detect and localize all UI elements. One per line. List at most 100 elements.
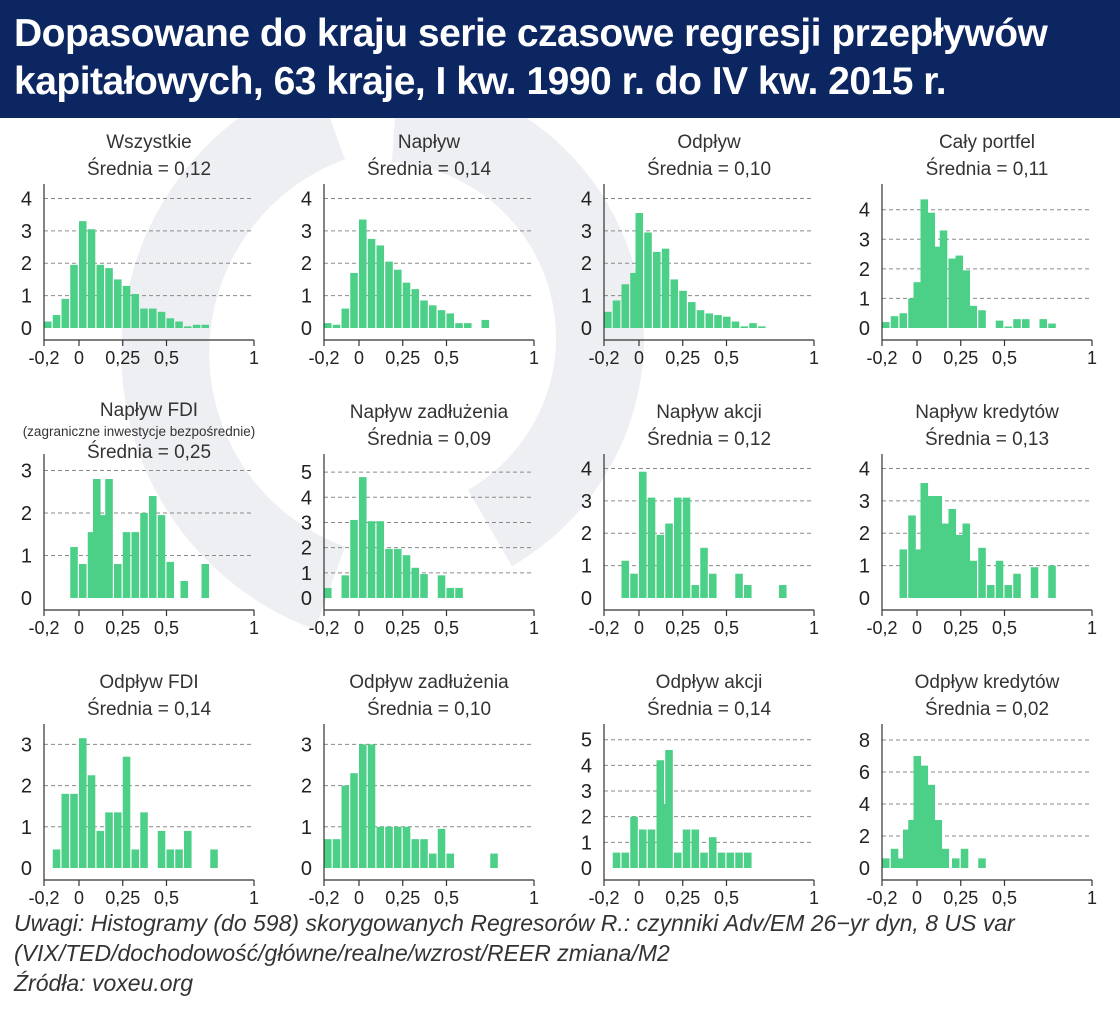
header-banner: Dopasowane do kraju serie czasowe regres… [0,0,1120,118]
histogram-bar [987,585,995,598]
x-tick-label: 0,5 [434,888,459,908]
x-tick-label: 0,5 [154,618,179,638]
y-tick-label: 4 [301,188,312,210]
histogram-bar [903,829,911,868]
histogram-bar [376,826,385,868]
y-tick-label: 3 [859,491,870,513]
notes-line-2: (VIX/TED/dochodowość/główne/realne/wzros… [14,940,670,966]
histogram-bar [201,564,210,598]
histogram-bar [1022,319,1030,328]
x-tick-label: 1 [529,618,539,638]
x-tick-label: 0 [74,888,84,908]
histogram-bar [723,316,731,328]
histogram-bar [324,839,332,868]
histogram-bar [180,581,189,598]
x-tick-label: -0,2 [588,618,619,638]
x-tick-label: -0,2 [866,618,897,638]
histogram-bar [1013,319,1021,328]
histogram-bar [709,837,717,868]
x-tick-label: 0,5 [992,618,1017,638]
x-tick-label: 1 [809,348,819,368]
histogram-bar [114,564,122,598]
histogram-bar [420,839,428,868]
histogram-bar [639,829,647,868]
notes-line-1: Uwagi: Histogramy (do 598) skorygowanych… [14,910,1015,936]
y-tick-label: 4 [859,200,870,222]
chart-title: Napływ [398,132,461,153]
histogram-bar [420,300,428,328]
histogram-panel: Odpływ kredytów Średnia = 0,02 0 2 4 6 8 -0,2 0 0… [859,672,1097,908]
histogram-bar [87,229,96,328]
y-tick-label: 2 [859,259,870,281]
histogram-bar [682,497,691,598]
x-tick-label: -0,2 [308,618,339,638]
chart-mean-label: Średnia = 0,14 [87,698,212,720]
x-tick-label: 0,5 [992,888,1017,908]
y-tick-label: 0 [301,588,312,610]
histogram-bar [882,322,890,328]
histogram-bar [429,305,437,328]
histogram-bar [184,326,192,328]
chart-mean-label: Średnia = 0,10 [367,698,491,720]
histogram-bar [359,477,367,598]
histogram-bar [948,508,957,598]
histogram-bar [630,573,638,598]
histogram-bar [674,497,682,598]
histogram-bar [175,849,183,868]
histogram-bar [1004,326,1013,328]
histogram-bar [644,232,652,328]
histogram-bar [934,820,943,868]
x-tick-label: 1 [529,348,539,368]
histogram-bar [779,585,787,598]
histogram-bar [934,246,943,328]
histogram-bar [324,587,332,598]
histogram-bar [437,310,446,328]
histogram-bar [700,852,708,868]
histogram-bar [420,574,428,598]
y-tick-label: 2 [859,523,870,545]
histogram-bar [705,313,714,328]
histogram-bar [639,471,647,598]
histogram-bar [140,812,148,868]
y-tick-label: 4 [21,188,32,210]
histogram-bar [70,547,78,598]
x-tick-label: 0,5 [714,618,739,638]
y-tick-label: 5 [581,730,592,752]
histogram-bar [960,848,969,868]
histogram-bar [131,294,140,328]
histogram-bar [166,849,175,868]
x-tick-label: -0,2 [28,618,59,638]
histogram-bar [696,310,705,328]
histogram-bar [201,324,210,328]
histogram-bar [166,318,175,328]
histogram-bar [908,515,916,598]
histogram-bar [367,521,376,598]
histogram-bar [341,575,350,598]
histogram-panel: Odpływ FDI Średnia = 0,14 0 1 2 3 -0,2 0 0,25 0,5… [21,672,259,908]
y-tick-label: 1 [859,556,870,578]
watermark-arc-left [121,118,346,630]
x-tick-label: 0 [354,618,364,638]
histogram-bar [376,521,385,598]
histogram-bar [100,515,108,598]
histogram-bar [674,852,682,868]
x-tick-label: 0 [74,618,84,638]
y-tick-label: 3 [21,461,32,483]
x-tick-label: 0 [634,618,644,638]
histogram-bar [411,289,420,328]
y-tick-label: 2 [859,826,870,848]
histogram-bar [1048,565,1056,598]
x-tick-label: 0,25 [385,888,420,908]
histogram-bar [341,785,350,868]
histogram-bar [402,282,411,328]
histogram-bar [446,313,455,328]
y-tick-label: 4 [581,458,592,480]
histogram-bar [890,316,899,328]
histogram-bar [105,268,113,328]
x-tick-label: 1 [1087,348,1097,368]
y-tick-label: 0 [581,858,592,880]
x-tick-label: 0,25 [943,348,978,368]
chart-mean-label: Średnia = 0,14 [647,698,772,720]
histogram-bar [913,756,922,868]
histogram-bar [913,549,922,598]
